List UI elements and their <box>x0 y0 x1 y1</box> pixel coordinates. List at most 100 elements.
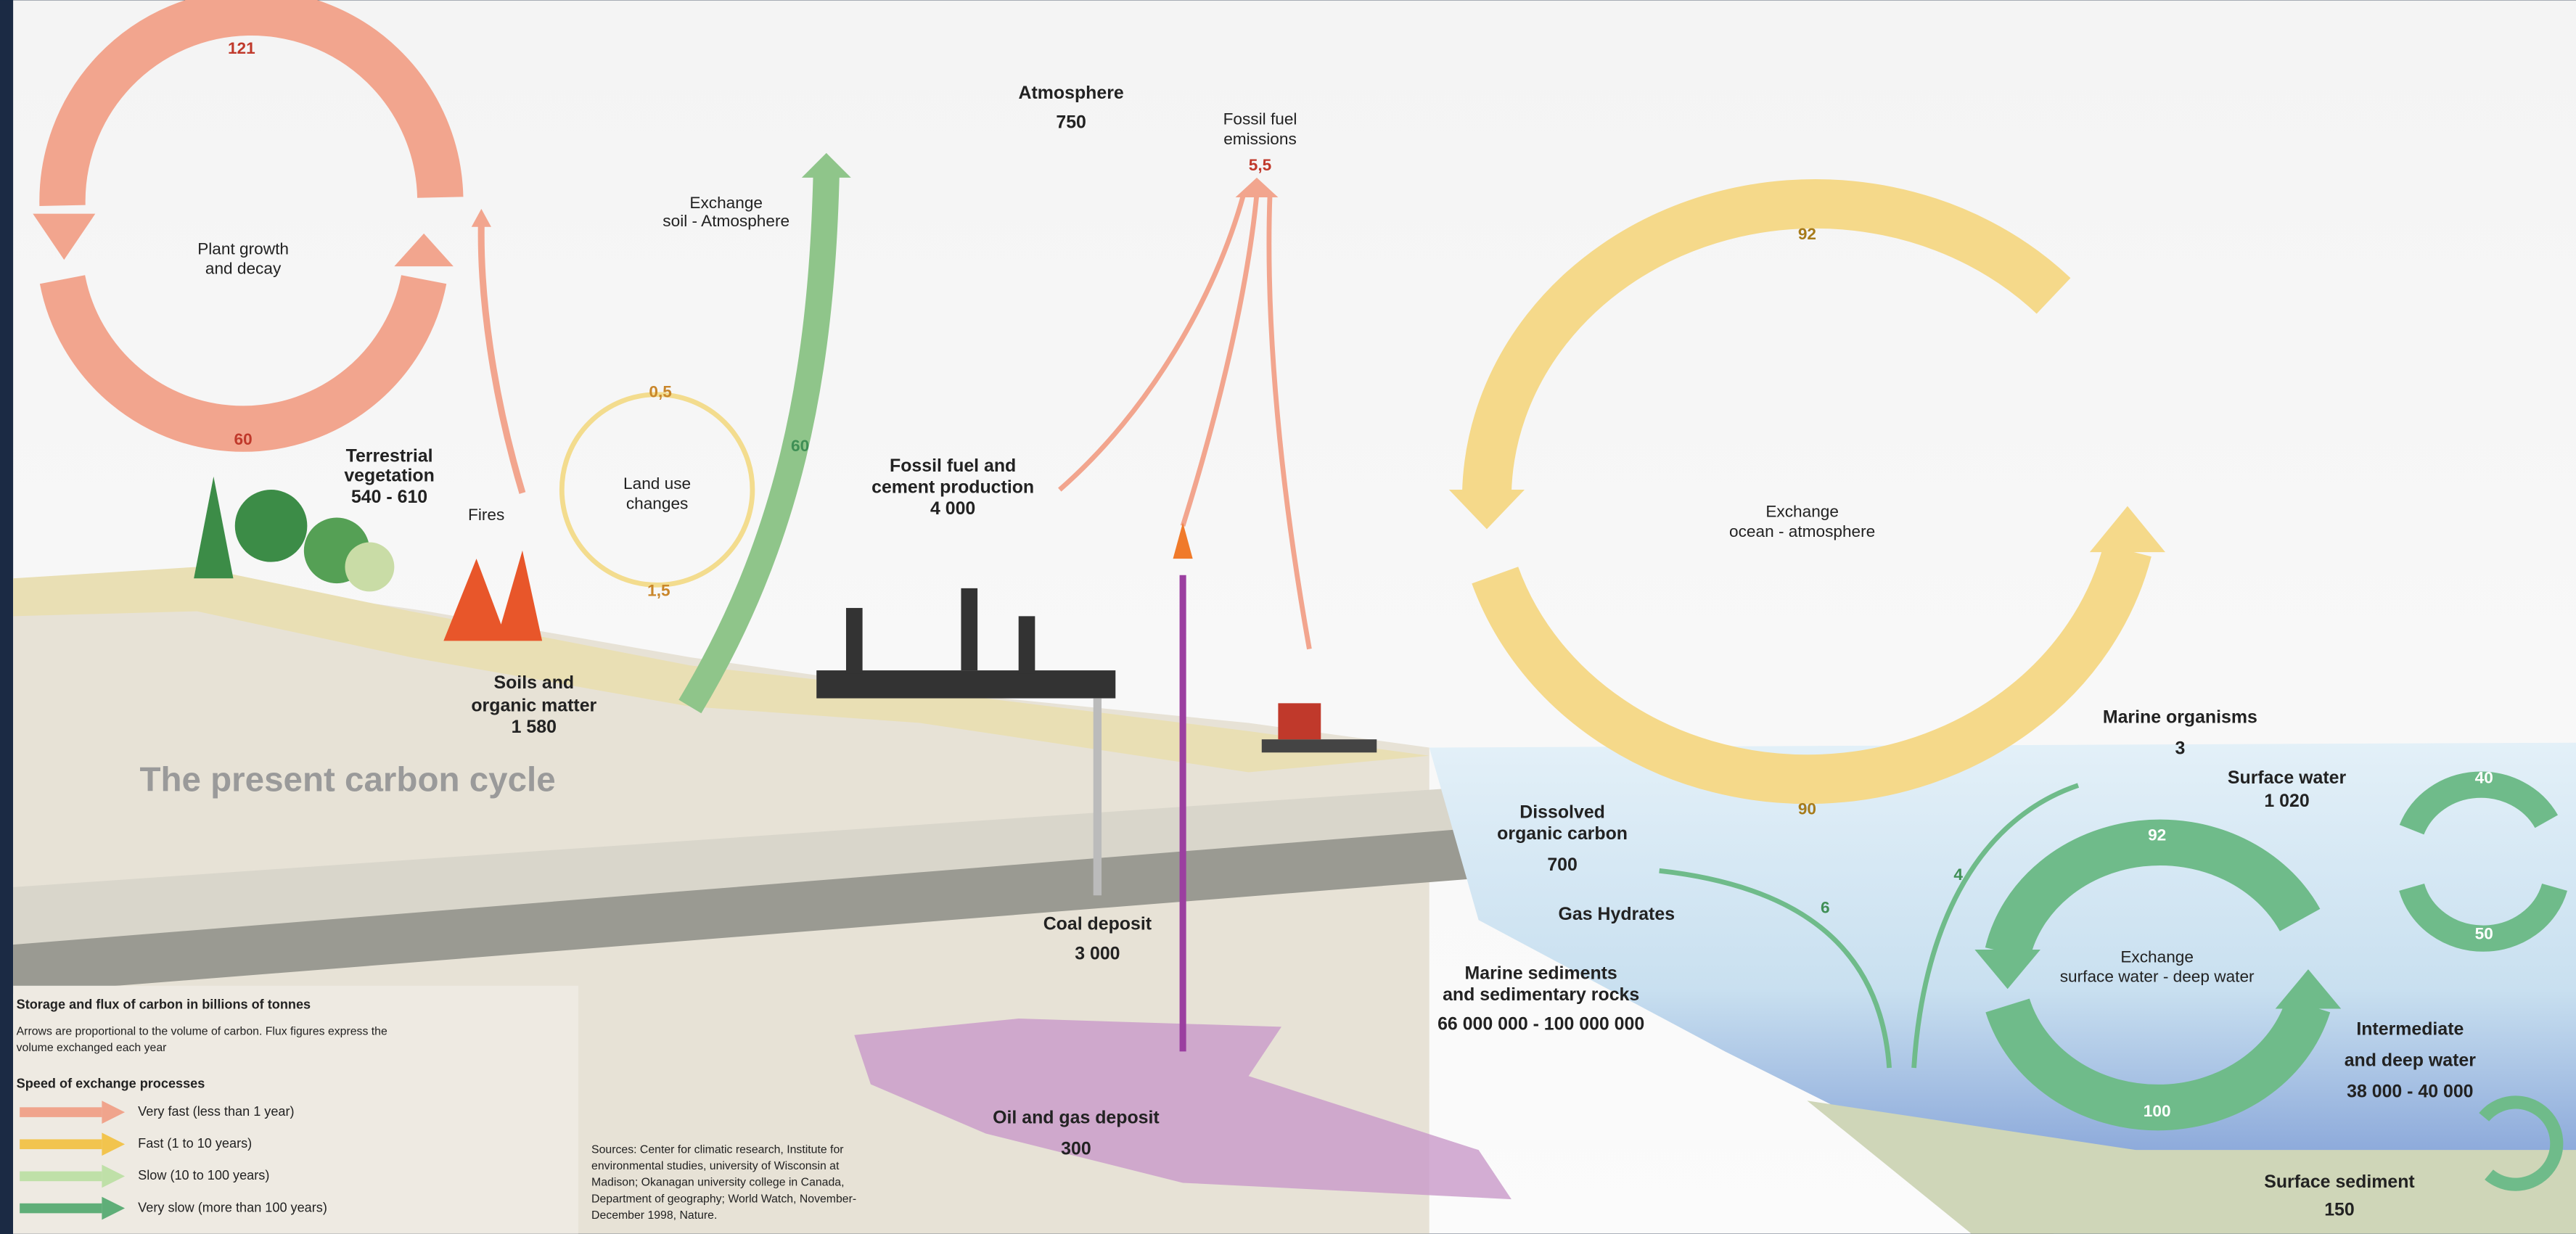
value: 300 <box>1061 1139 1091 1159</box>
value: 1 580 <box>512 717 557 737</box>
value: 66 000 000 - 100 000 000 <box>1437 1014 1644 1034</box>
flux-value: 4 <box>1953 865 1963 884</box>
label: soil - Atmosphere <box>663 212 789 230</box>
label: Oil and gas deposit <box>993 1108 1160 1128</box>
tree <box>234 490 308 562</box>
flux-arrow <box>39 275 447 452</box>
rock-layer <box>13 829 1471 995</box>
flux-value: 121 <box>228 39 255 57</box>
tree <box>345 542 395 592</box>
car <box>1278 703 1321 740</box>
factory <box>816 670 1116 699</box>
label: and sedimentary rocks <box>1443 984 1639 1005</box>
flux-arrow <box>1659 868 1892 1069</box>
chimney <box>1018 616 1035 674</box>
label: Intermediate <box>2356 1019 2464 1039</box>
flux-arrow <box>1180 194 1260 527</box>
label: Coal deposit <box>1043 914 1152 934</box>
arrowhead <box>1235 177 1279 198</box>
legend-label: Very slow (more than 100 years) <box>138 1200 327 1214</box>
label: Soils and <box>493 672 574 693</box>
value: 1 020 <box>2264 791 2309 811</box>
source-line: Department of geography; World Watch, No… <box>591 1193 856 1205</box>
arrowhead <box>471 208 491 227</box>
flux-arrow <box>39 0 464 206</box>
label: Terrestrial <box>346 445 433 466</box>
legend-note: Arrows are proportional to the volume of… <box>17 1025 387 1037</box>
legend-arrowhead <box>102 1196 126 1220</box>
legend-note: volume exchanged each year <box>17 1042 168 1054</box>
flux-value: 92 <box>2148 826 2166 844</box>
flux-arrow <box>1985 819 2321 959</box>
source-line: December 1998, Nature. <box>591 1209 717 1222</box>
value: 540 - 610 <box>351 487 427 507</box>
value: 150 <box>2324 1200 2355 1220</box>
legend-swatch <box>20 1139 102 1150</box>
source-line: environmental studies, university of Wis… <box>591 1160 840 1172</box>
flux-value: 60 <box>791 437 809 455</box>
flux-arrow <box>2399 883 2567 952</box>
legend-heading: Speed of exchange processes <box>17 1076 205 1090</box>
legend-swatch <box>20 1171 102 1182</box>
road <box>1261 739 1377 753</box>
legend-arrowhead <box>102 1164 126 1188</box>
chimney <box>845 608 863 674</box>
flux-arrow <box>1461 178 2071 494</box>
label: Surface sediment <box>2264 1172 2415 1192</box>
flux-value: 6 <box>1821 898 1830 916</box>
label: organic matter <box>471 695 596 715</box>
oil-gas-deposit <box>854 1019 1511 1200</box>
land-use-ring <box>559 392 755 588</box>
label: Exchange <box>689 194 763 212</box>
label: changes <box>626 494 689 512</box>
arrowhead <box>1448 490 1525 530</box>
legend-items: Very fast (less than 1 year) Fast (1 to 1… <box>20 1101 327 1220</box>
label: ocean - atmosphere <box>1729 522 1875 540</box>
legend-label: Slow (10 to 100 years) <box>138 1168 269 1182</box>
label: vegetation <box>344 466 434 486</box>
flame <box>1173 522 1193 559</box>
value: 750 <box>1056 112 1086 133</box>
label: Surface water <box>2228 768 2347 788</box>
label: Fires <box>468 506 504 524</box>
flux-arrow <box>1266 194 1312 650</box>
label: organic carbon <box>1497 823 1628 844</box>
label: and deep water <box>2345 1050 2477 1070</box>
flux-arrow <box>1472 544 2152 805</box>
label: and decay <box>205 260 282 278</box>
label: Marine organisms <box>2103 707 2257 727</box>
label: Land use <box>623 474 691 493</box>
label: cement production <box>871 477 1034 497</box>
flux-value: 50 <box>2475 925 2493 943</box>
fire <box>443 550 543 641</box>
value: 3 000 <box>1075 943 1120 963</box>
flux-value: 1,5 <box>647 581 670 599</box>
legend-swatch <box>20 1107 102 1117</box>
flux-arrow <box>477 221 526 494</box>
flux-value: 0,5 <box>649 382 671 400</box>
value: 700 <box>1547 855 1578 875</box>
label: Marine sediments <box>1465 963 1617 984</box>
value: 38 000 - 40 000 <box>2347 1082 2473 1102</box>
label: surface water - deep water <box>2060 967 2255 985</box>
label: emissions <box>1223 130 1297 148</box>
label: Exchange <box>2120 947 2194 966</box>
source-line: Madison; Okanagan university college in … <box>591 1177 844 1189</box>
flux-value: 92 <box>1798 225 1816 243</box>
label: Dissolved <box>1519 802 1605 823</box>
sea-floor <box>1807 1101 2576 1234</box>
flux-value: 100 <box>2144 1102 2171 1120</box>
arrowhead <box>2089 506 2165 553</box>
arrowhead <box>1974 949 2040 990</box>
value: 3 <box>2175 738 2185 758</box>
legend-arrowhead <box>102 1132 126 1156</box>
arrowhead <box>801 152 851 178</box>
label: Exchange <box>1765 503 1839 521</box>
flux-arrow <box>1911 783 2080 1069</box>
flux-value: 40 <box>2475 768 2493 786</box>
label: Fossil fuel <box>1223 110 1297 128</box>
legend-label: Fast (1 to 10 years) <box>138 1136 252 1151</box>
arrowhead <box>2275 969 2342 1009</box>
flux-arrow <box>2399 771 2559 835</box>
value: 4 000 <box>930 498 975 519</box>
